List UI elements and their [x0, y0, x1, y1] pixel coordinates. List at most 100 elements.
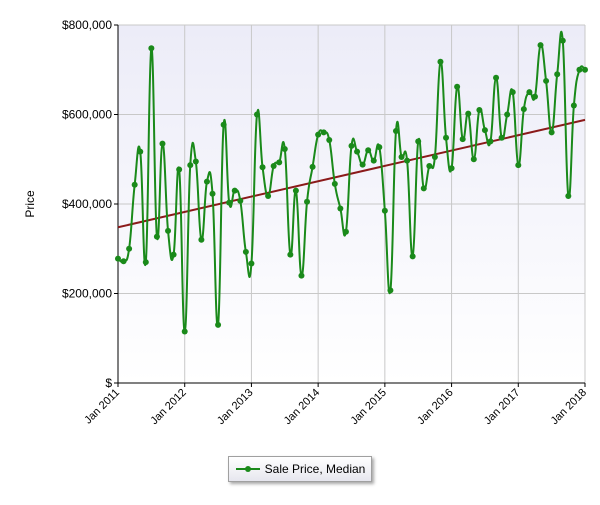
x-tick-label: Jan 2013: [215, 387, 255, 427]
data-point: [392, 128, 399, 135]
data-point: [354, 148, 361, 155]
data-point: [570, 102, 577, 109]
data-point: [526, 89, 533, 96]
y-axis-title: Price: [23, 190, 37, 218]
data-point: [242, 248, 249, 255]
data-point: [476, 107, 483, 114]
x-tick-label: Jan 2017: [482, 387, 522, 427]
data-point: [153, 233, 160, 240]
data-point: [237, 197, 244, 204]
legend-swatch: [235, 466, 260, 472]
data-point: [504, 111, 511, 118]
data-point: [226, 199, 233, 206]
legend-label-sale-price-median: Sale Price, Median: [264, 462, 366, 476]
data-point: [181, 328, 188, 335]
data-point: [176, 166, 183, 173]
data-point: [331, 180, 338, 187]
data-point: [465, 110, 472, 117]
data-point: [381, 207, 388, 214]
data-point: [253, 111, 260, 118]
y-tick-label: $600,000: [62, 108, 112, 122]
data-point: [131, 181, 138, 188]
data-point: [142, 259, 149, 266]
y-tick-label: $400,000: [62, 197, 112, 211]
data-point: [126, 245, 133, 252]
data-point: [548, 129, 555, 136]
data-point: [298, 272, 305, 279]
data-point: [120, 258, 127, 265]
data-point: [165, 227, 172, 234]
data-point: [470, 156, 477, 163]
data-point: [531, 93, 538, 100]
data-point: [515, 162, 522, 169]
data-point: [420, 185, 427, 192]
data-point: [537, 42, 544, 49]
data-point: [137, 148, 144, 155]
data-point: [370, 157, 377, 164]
data-point: [148, 45, 155, 52]
data-point: [387, 287, 394, 294]
data-point: [259, 164, 266, 171]
data-point: [431, 154, 438, 161]
data-point: [320, 129, 327, 136]
trendline: [117, 118, 586, 229]
data-point: [576, 66, 583, 73]
data-point: [326, 137, 333, 144]
data-point: [437, 58, 444, 65]
data-point: [115, 255, 121, 262]
data-point: [215, 321, 222, 328]
data-point: [270, 162, 277, 169]
data-point: [448, 165, 455, 172]
data-point: [409, 253, 416, 260]
data-point: [398, 154, 405, 161]
x-tick-label: Jan 2016: [415, 387, 455, 427]
y-tick-label: $800,000: [62, 18, 112, 32]
y-tick-label: $200,000: [62, 287, 112, 301]
data-point: [520, 106, 527, 113]
data-point: [359, 161, 366, 168]
data-point: [304, 198, 311, 205]
data-point: [493, 74, 500, 81]
x-tick-label: Jan 2018: [549, 387, 589, 427]
data-point: [198, 236, 205, 243]
data-point: [404, 157, 411, 164]
data-point: [459, 136, 466, 143]
data-point: [159, 140, 166, 147]
x-tick-label: Jan 2015: [348, 387, 388, 427]
data-point: [509, 89, 516, 96]
data-point: [292, 187, 299, 194]
data-point: [415, 138, 422, 145]
data-point: [203, 178, 210, 185]
data-point: [265, 192, 272, 199]
data-point: [498, 134, 505, 141]
y-tick-label: $: [105, 376, 112, 390]
data-point: [209, 190, 216, 197]
data-point: [309, 163, 316, 170]
x-tick-label: Jan 2012: [148, 387, 188, 427]
data-point: [487, 138, 494, 145]
data-point: [187, 162, 194, 169]
data-point: [192, 158, 199, 165]
data-point: [481, 127, 488, 134]
data-point: [248, 260, 255, 267]
legend[interactable]: Sale Price, Median: [228, 456, 372, 482]
x-tick-label: Jan 2011: [82, 387, 122, 427]
x-tick-label: Jan 2014: [282, 387, 322, 427]
data-point: [426, 162, 433, 169]
data-point: [559, 37, 566, 44]
data-point: [342, 228, 349, 235]
data-point: [565, 192, 572, 199]
data-point: [554, 71, 561, 78]
data-point: [543, 77, 550, 84]
data-point: [337, 205, 344, 212]
data-point: [582, 66, 588, 73]
data-point: [287, 251, 294, 258]
series-sale-price-median: [115, 30, 588, 335]
data-point: [348, 142, 355, 149]
data-point: [170, 251, 177, 258]
data-point: [281, 145, 288, 152]
data-point: [315, 131, 322, 138]
data-point: [454, 83, 461, 90]
